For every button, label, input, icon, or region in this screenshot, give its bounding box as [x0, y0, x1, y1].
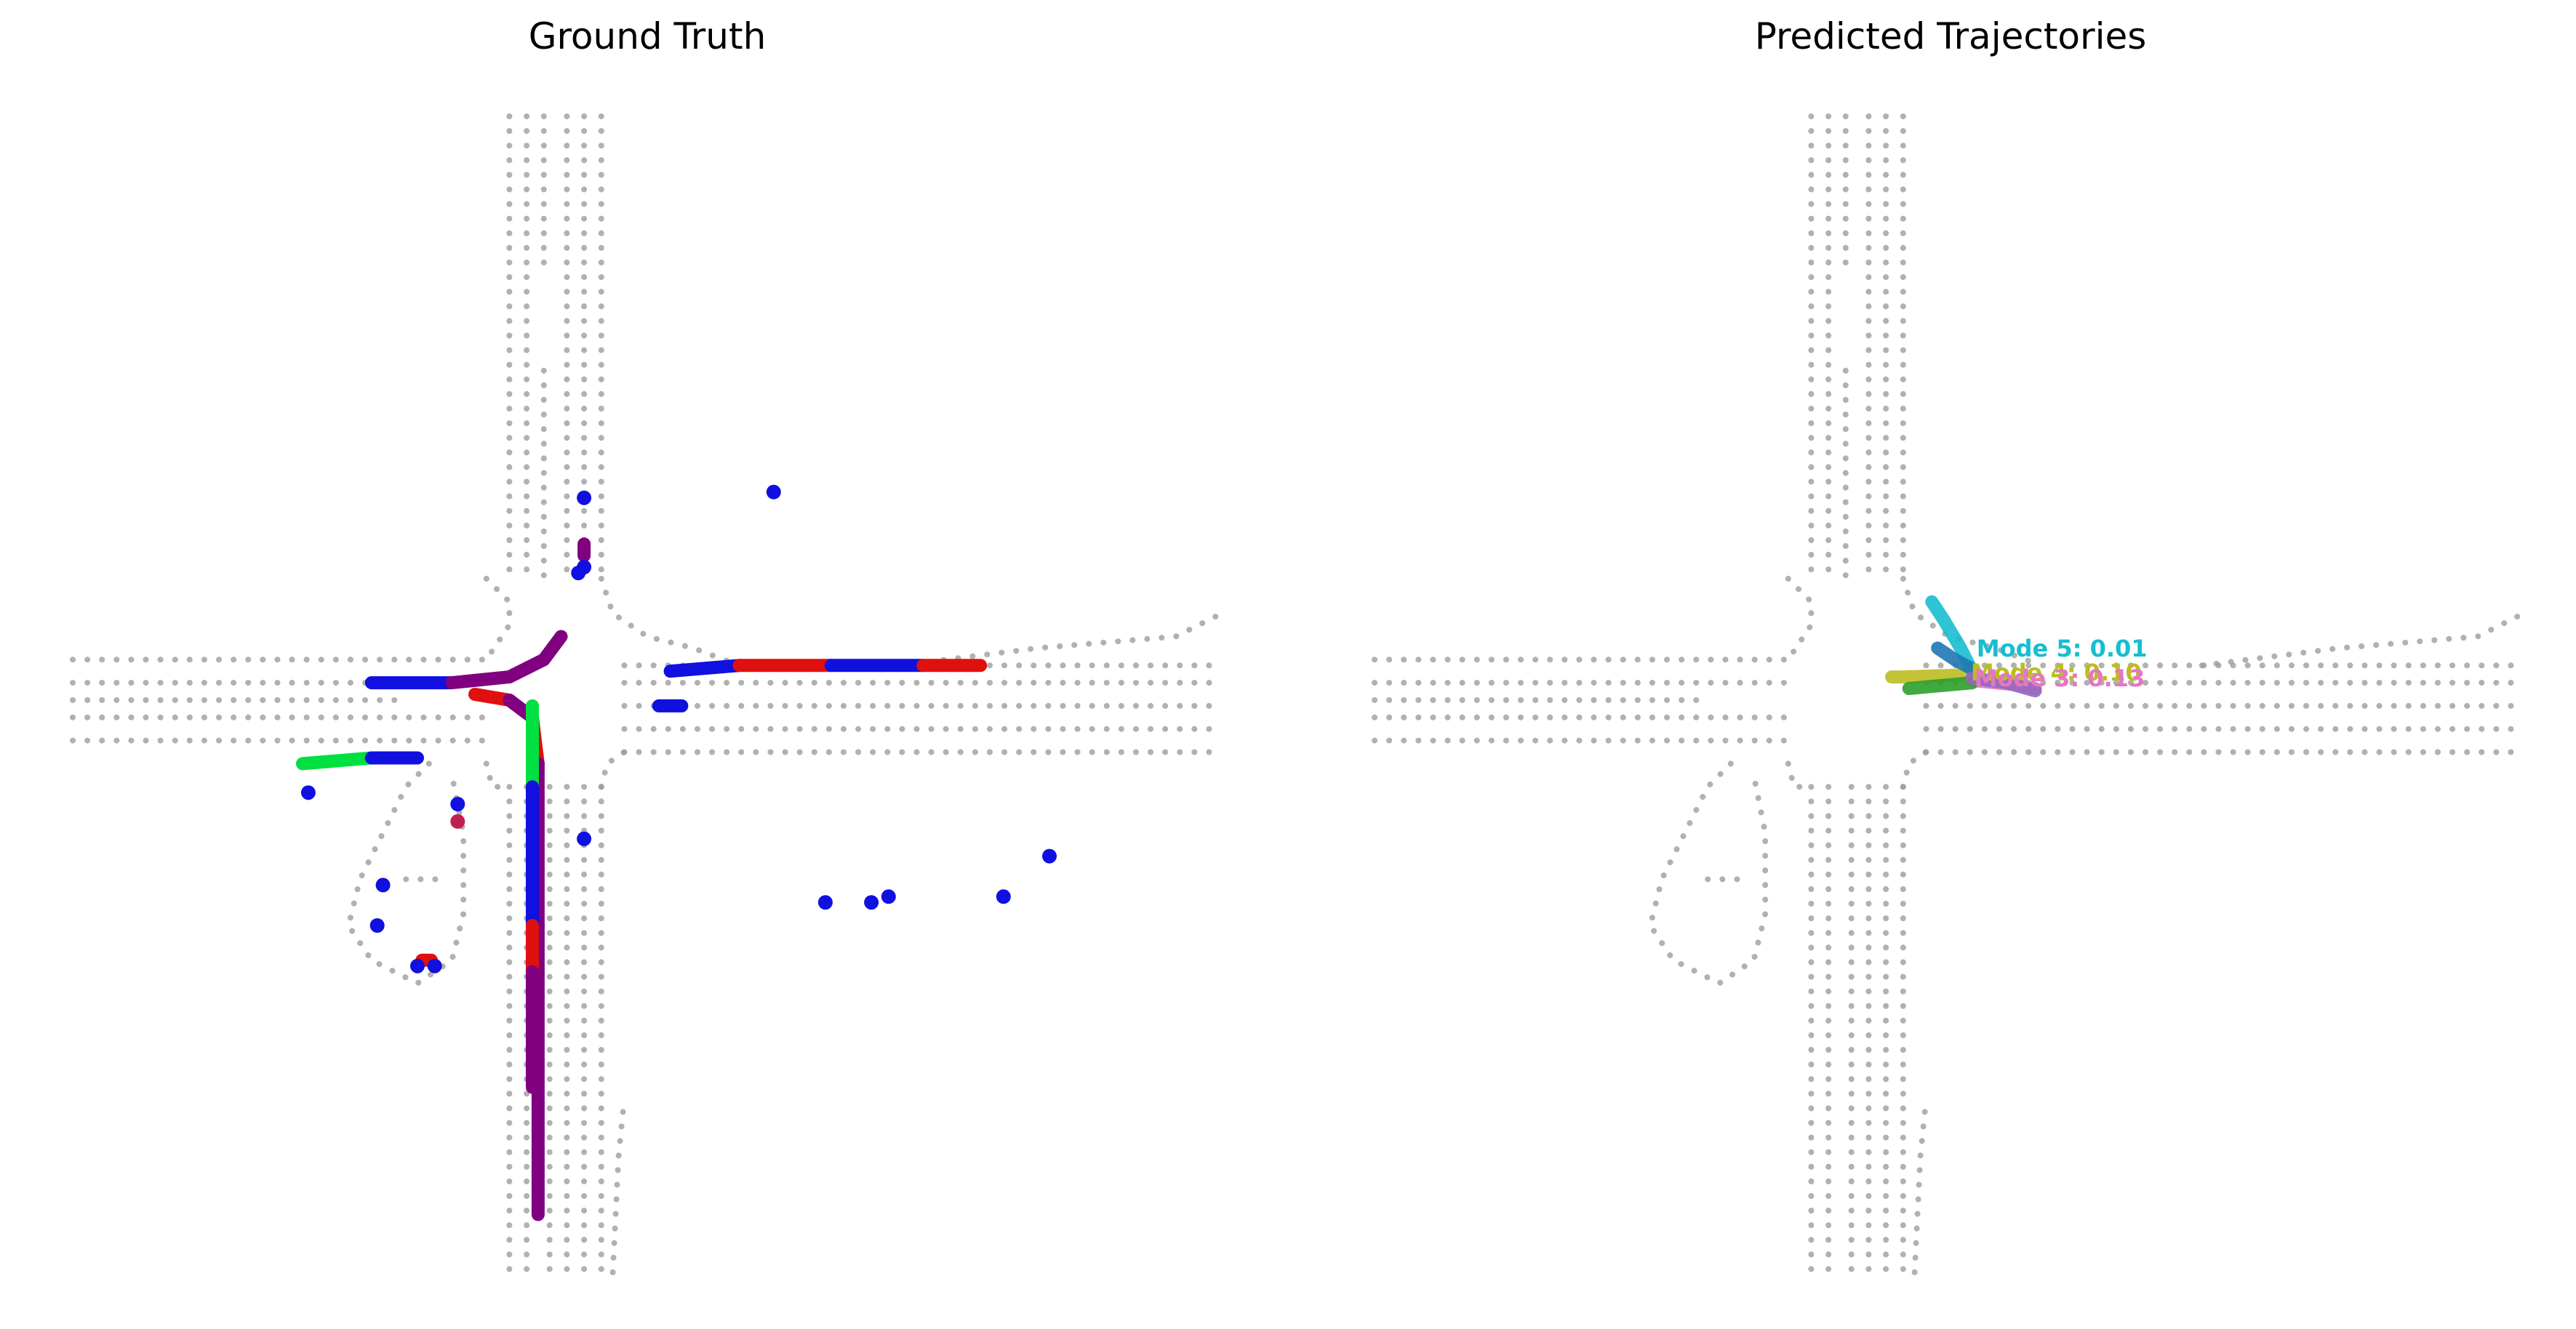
trajectory-segment: [663, 659, 746, 678]
ground-truth-title: Ground Truth: [529, 15, 767, 57]
agent-point: [1042, 848, 1057, 864]
ground-truth-panel: Ground Truth: [70, 15, 1225, 1275]
map-lane: [1900, 749, 1929, 790]
map-lane: [1785, 760, 1815, 790]
map-lane: [483, 576, 513, 663]
mode-label: Mode 4: 0.10: [1971, 659, 2142, 686]
mode-label: Mode 5: 0.01: [1977, 635, 2148, 662]
map-lanes: [1372, 113, 2527, 1275]
mode-label: Mode 3: 0.13: [1975, 664, 2145, 692]
agent-point: [427, 958, 442, 973]
agent-point: [817, 895, 833, 910]
map-lane: [483, 760, 513, 790]
mode-trajectory: [1965, 671, 2042, 698]
agent-points: [300, 484, 1057, 973]
predicted-trajectories-panel: Predicted Trajectories Mode 5: 0.01Mode …: [1372, 15, 2527, 1275]
agent-point: [577, 490, 592, 505]
map-lane: [345, 760, 467, 987]
agent-point: [577, 560, 592, 575]
agent-point: [881, 889, 896, 904]
predicted-trajectories-title: Predicted Trajectories: [1755, 15, 2147, 57]
map-lane: [1911, 1096, 1929, 1275]
agent-point: [766, 484, 781, 499]
trajectory-segment: [445, 670, 516, 690]
agent-point: [450, 797, 465, 811]
map-lane: [1785, 576, 1815, 663]
agent-point: [996, 889, 1011, 904]
agent-trajectories: [296, 537, 988, 1221]
map-lane: [598, 576, 743, 669]
map-lanes: [70, 113, 1225, 1275]
agent-point: [577, 831, 592, 846]
agent-point: [450, 814, 465, 829]
map-lane: [598, 749, 628, 790]
map-lane: [2199, 610, 2527, 669]
trajectory-segment: [296, 751, 378, 771]
trajectory-segment: [537, 630, 568, 667]
map-lane: [1647, 760, 1769, 987]
agent-point: [369, 918, 385, 933]
predicted-modes: [1885, 595, 2042, 698]
map-lane: [609, 1096, 628, 1275]
mode-trajectory: [1931, 641, 1979, 675]
map-lane: [897, 610, 1225, 669]
agent-point: [410, 958, 425, 973]
agent-point: [864, 895, 879, 910]
mode-trajectory: [1885, 668, 1979, 684]
agent-point: [300, 785, 316, 800]
agent-point: [375, 878, 391, 893]
mode-trajectory: [1902, 676, 1979, 695]
